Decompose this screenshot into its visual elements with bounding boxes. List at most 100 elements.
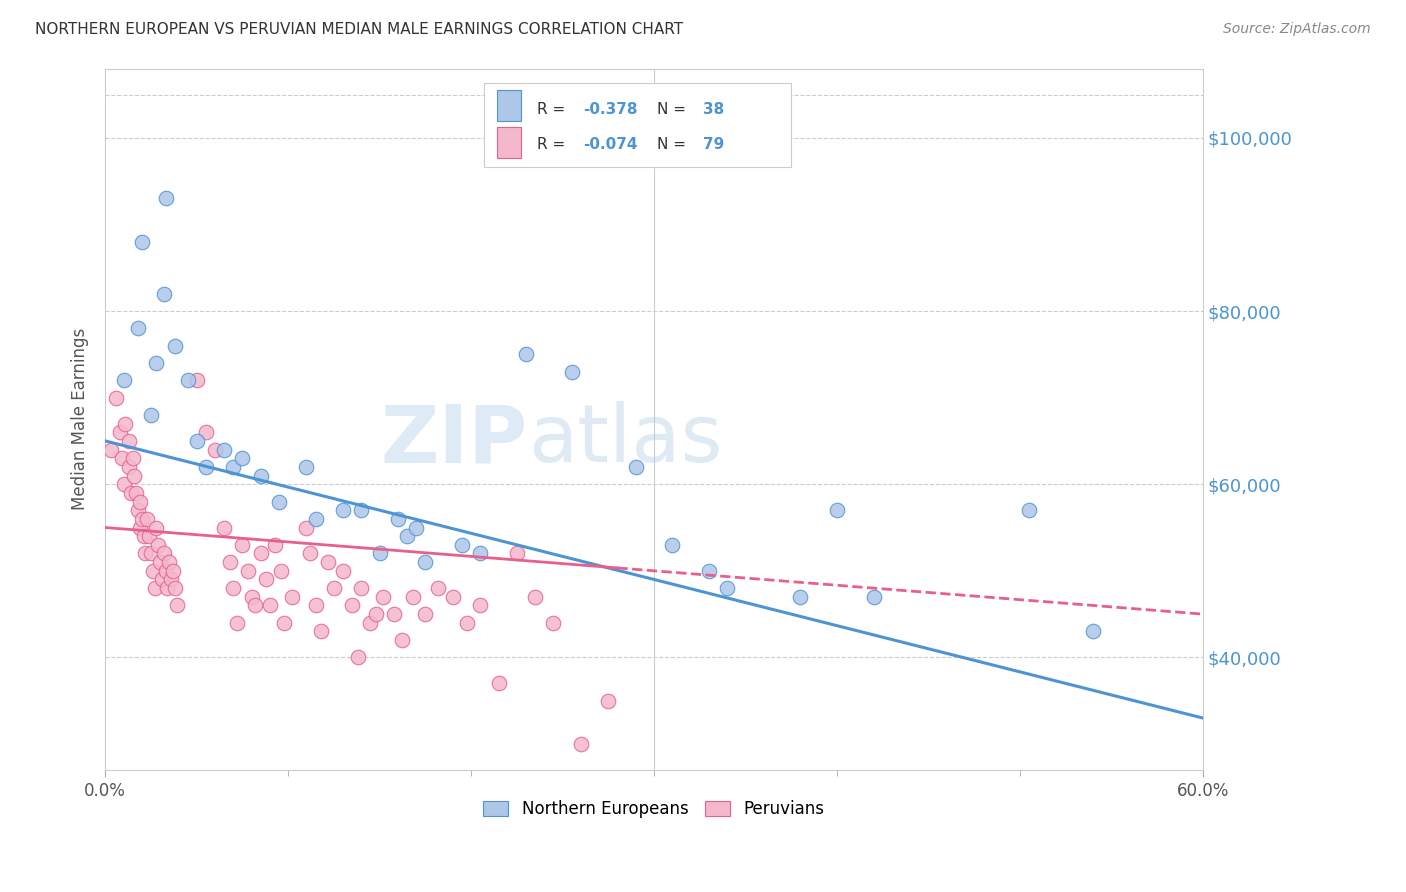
Point: [156, 581, 179, 595]
Point: [506, 547, 529, 561]
Point: [145, 520, 167, 534]
Point: [149, 555, 172, 569]
Point: [222, 581, 245, 595]
Point: [166, 599, 188, 613]
Point: [249, 547, 271, 561]
Point: [222, 459, 245, 474]
Point: [118, 434, 141, 448]
Point: [136, 512, 159, 526]
Point: [231, 451, 253, 466]
Point: [121, 451, 143, 466]
FancyBboxPatch shape: [484, 83, 792, 167]
Point: [295, 520, 318, 534]
Point: [240, 590, 263, 604]
Point: [569, 737, 592, 751]
Point: [143, 581, 166, 595]
Point: [295, 459, 318, 474]
Point: [120, 486, 142, 500]
Point: [218, 555, 240, 569]
Point: [825, 503, 848, 517]
Point: [163, 338, 186, 352]
Point: [176, 373, 198, 387]
Point: [108, 425, 131, 440]
Point: [456, 615, 478, 630]
Point: [304, 512, 326, 526]
Point: [524, 590, 547, 604]
Point: [322, 581, 344, 595]
Point: [1081, 624, 1104, 639]
Point: [401, 590, 423, 604]
Point: [131, 512, 153, 526]
Point: [350, 581, 373, 595]
Point: [139, 408, 162, 422]
Point: [373, 590, 395, 604]
Point: [231, 538, 253, 552]
Text: N =: N =: [658, 136, 692, 152]
Point: [387, 512, 409, 526]
Point: [415, 607, 437, 621]
Point: [281, 590, 304, 604]
Point: [267, 494, 290, 508]
Point: [249, 468, 271, 483]
Point: [661, 538, 683, 552]
Text: -0.074: -0.074: [582, 136, 637, 152]
Point: [129, 520, 152, 534]
Text: NORTHERN EUROPEAN VS PERUVIAN MEDIAN MALE EARNINGS CORRELATION CHART: NORTHERN EUROPEAN VS PERUVIAN MEDIAN MAL…: [35, 22, 683, 37]
Text: 38: 38: [703, 102, 724, 117]
Point: [270, 564, 292, 578]
Text: ZIP: ZIP: [381, 401, 527, 479]
Point: [148, 538, 170, 552]
Point: [304, 599, 326, 613]
Point: [332, 564, 354, 578]
Point: [155, 564, 177, 578]
Point: [127, 503, 149, 517]
Point: [131, 235, 153, 249]
Point: [157, 555, 180, 569]
Point: [105, 391, 128, 405]
Point: [441, 590, 464, 604]
Text: N =: N =: [658, 102, 692, 117]
Point: [470, 599, 492, 613]
Point: [273, 615, 295, 630]
Text: Source: ZipAtlas.com: Source: ZipAtlas.com: [1223, 22, 1371, 37]
Text: 79: 79: [703, 136, 724, 152]
Point: [488, 676, 510, 690]
Point: [114, 417, 136, 431]
Point: [134, 547, 156, 561]
Point: [862, 590, 884, 604]
FancyBboxPatch shape: [498, 127, 522, 158]
Point: [118, 459, 141, 474]
Point: [332, 503, 354, 517]
Point: [396, 529, 419, 543]
Point: [245, 599, 267, 613]
Point: [299, 547, 322, 561]
Point: [543, 615, 565, 630]
Point: [697, 564, 720, 578]
Point: [340, 599, 363, 613]
Point: [129, 494, 152, 508]
Point: [382, 607, 405, 621]
Point: [142, 564, 165, 578]
Point: [124, 468, 146, 483]
Point: [259, 599, 281, 613]
Point: [226, 615, 249, 630]
Point: [359, 615, 381, 630]
Point: [716, 581, 738, 595]
Legend: Northern Europeans, Peruvians: Northern Europeans, Peruvians: [477, 794, 831, 825]
Point: [186, 434, 208, 448]
Point: [212, 442, 235, 457]
Point: [254, 573, 277, 587]
Point: [111, 451, 134, 466]
Point: [318, 555, 340, 569]
Text: -0.378: -0.378: [582, 102, 637, 117]
Point: [789, 590, 811, 604]
Point: [186, 373, 208, 387]
Point: [138, 529, 160, 543]
Point: [160, 573, 183, 587]
Point: [112, 477, 135, 491]
Point: [451, 538, 474, 552]
Point: [391, 633, 413, 648]
Point: [427, 581, 450, 595]
Point: [236, 564, 259, 578]
Point: [212, 520, 235, 534]
